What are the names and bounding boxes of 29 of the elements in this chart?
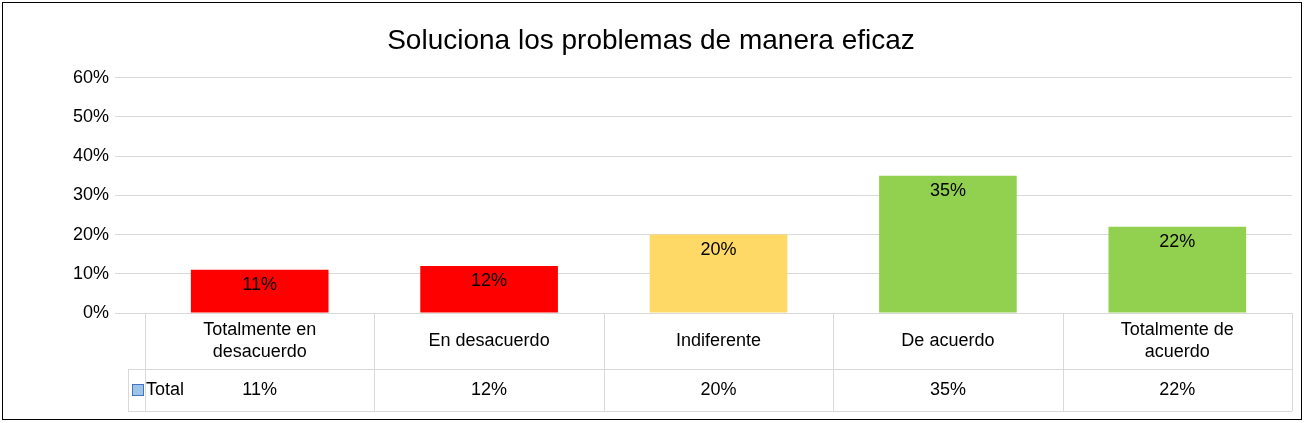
y-tick-label: 40% [72, 145, 109, 166]
x-tick-label: Totalmente en desacuerdo [203, 318, 317, 361]
bar [420, 265, 558, 313]
text: Total [146, 378, 185, 399]
text: 35% [929, 179, 966, 200]
x-tick-label: Indiferente [675, 329, 762, 350]
data-label: 12% [471, 378, 508, 399]
bar [649, 234, 788, 313]
y-tick-label: 50% [72, 105, 109, 126]
data-label: 35% [929, 378, 966, 399]
x-tick-label: Totalmente de acuerdo [1120, 318, 1234, 361]
y-tick-label: 0% [82, 301, 109, 322]
data-label: 20% [700, 378, 737, 399]
text: 20% [700, 238, 737, 259]
text: 22% [1159, 230, 1196, 251]
y-tick-label: 20% [72, 223, 109, 244]
chart-title: Soluciona los problemas de manera eficaz [387, 23, 915, 55]
data-label: 11% [242, 378, 278, 399]
y-tick-label: 60% [72, 66, 109, 87]
text: 11% [242, 273, 278, 294]
bar [190, 269, 329, 313]
text: 12% [471, 269, 508, 290]
bar [879, 175, 1017, 313]
x-tick-label: En desacuerdo [428, 329, 550, 350]
data-label: 22% [1159, 378, 1196, 399]
y-tick-label: 10% [72, 262, 109, 283]
x-tick-label: De acuerdo [901, 329, 995, 350]
bar [1108, 226, 1247, 313]
y-tick-label: 30% [72, 184, 109, 205]
